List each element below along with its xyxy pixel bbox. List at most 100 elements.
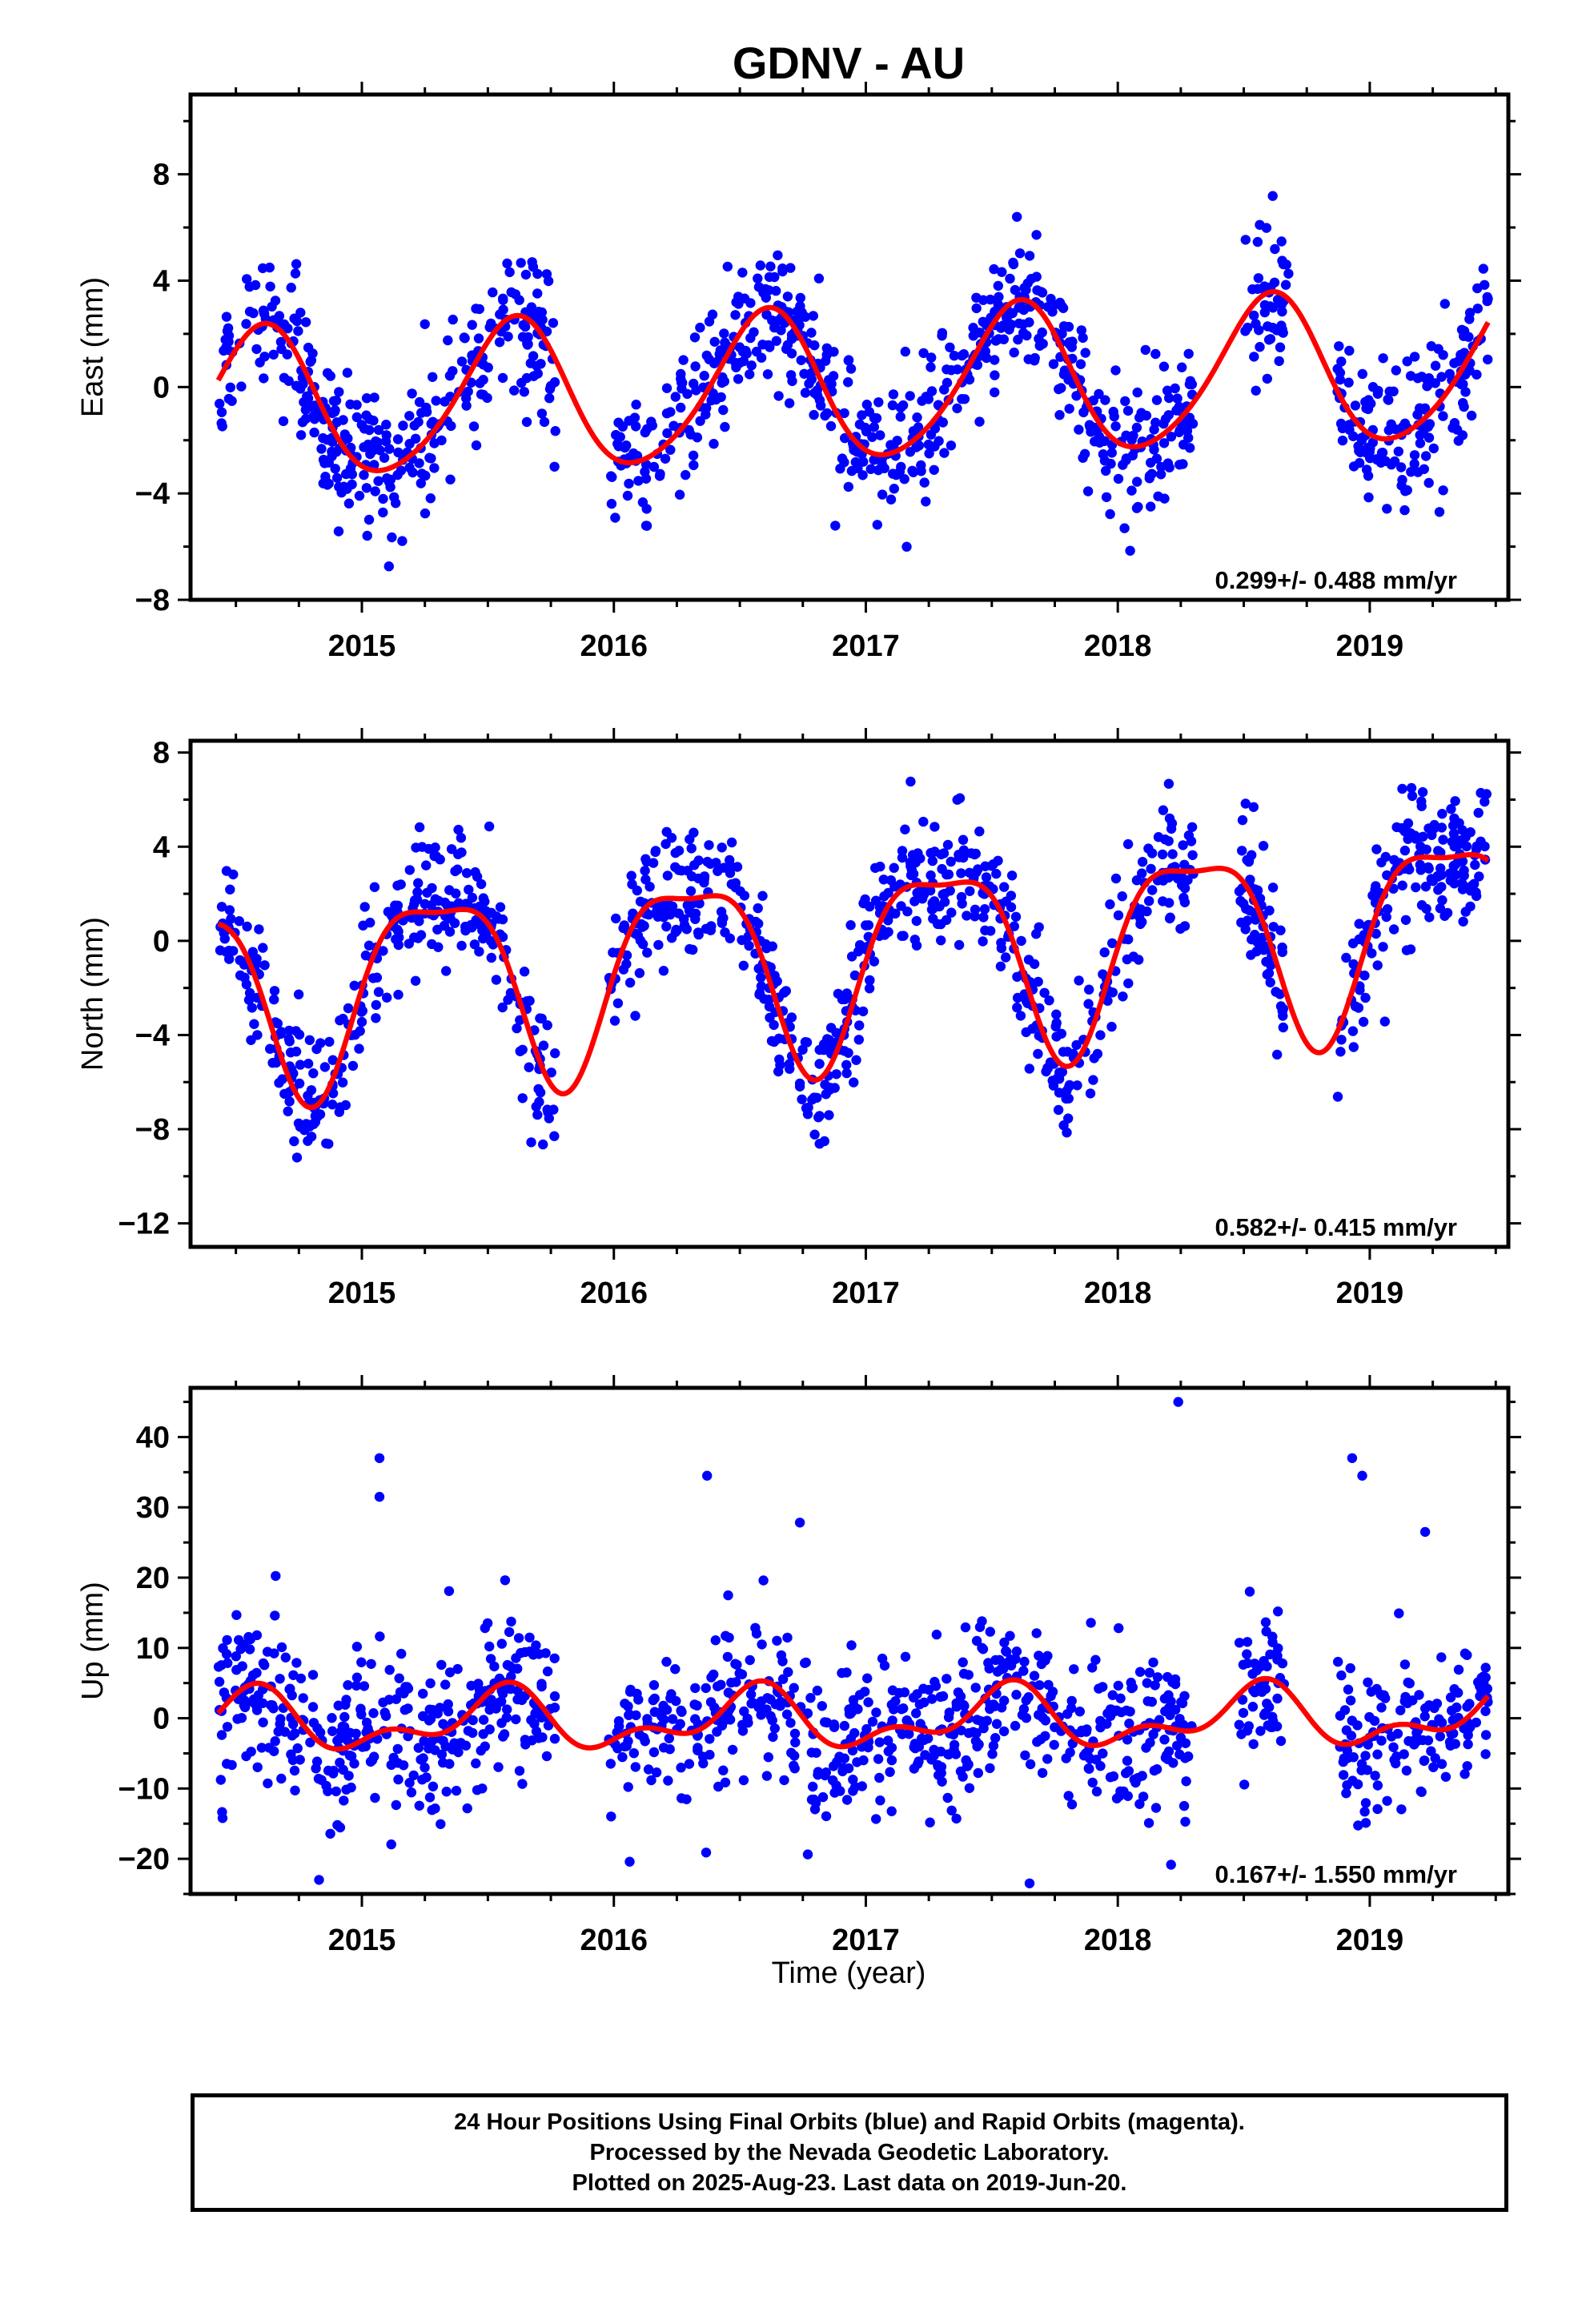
data-point <box>1062 1047 1073 1057</box>
data-point <box>802 1849 813 1860</box>
data-point <box>428 1781 439 1791</box>
data-point <box>452 864 463 875</box>
data-point <box>730 878 741 888</box>
data-point <box>950 1749 962 1759</box>
y-axis-label: East (mm) <box>76 277 110 417</box>
data-point <box>338 415 348 425</box>
data-point <box>933 1759 943 1771</box>
data-point <box>731 1677 741 1687</box>
data-point <box>339 1795 349 1806</box>
data-point <box>1360 992 1371 1003</box>
data-point <box>1106 458 1116 469</box>
y-tick-label: 20 <box>136 1562 170 1595</box>
data-point <box>923 394 934 404</box>
data-point <box>414 822 425 833</box>
data-point <box>733 299 744 309</box>
data-point <box>1372 960 1383 971</box>
data-point <box>1437 809 1447 819</box>
data-point <box>896 901 906 911</box>
data-point <box>1105 899 1115 910</box>
data-point <box>462 1803 472 1814</box>
data-point <box>356 1016 367 1027</box>
data-point <box>1162 385 1173 396</box>
data-point <box>900 1651 911 1662</box>
data-point <box>965 886 975 897</box>
data-point <box>1278 1011 1288 1021</box>
data-point <box>1341 952 1351 963</box>
data-point <box>265 281 275 292</box>
outlier-point <box>1024 1878 1035 1888</box>
data-point <box>1125 545 1135 556</box>
data-point <box>1381 911 1391 923</box>
data-point <box>909 1763 920 1774</box>
data-point <box>1376 857 1387 868</box>
data-point <box>245 1634 255 1645</box>
data-point <box>1180 1738 1191 1748</box>
data-point <box>1267 323 1278 333</box>
data-point <box>472 1785 483 1795</box>
data-point <box>1172 1740 1182 1751</box>
data-point <box>717 842 727 853</box>
data-point <box>373 476 383 486</box>
data-point <box>419 1735 429 1747</box>
data-point <box>282 349 292 360</box>
data-point <box>536 408 548 419</box>
data-point <box>1391 365 1402 376</box>
data-point <box>1447 820 1459 831</box>
data-point <box>427 1805 437 1815</box>
data-point <box>427 883 437 894</box>
outlier-point <box>314 1875 324 1885</box>
data-point <box>1436 372 1447 382</box>
data-point <box>371 1013 381 1023</box>
data-point <box>1117 891 1127 902</box>
data-point <box>879 463 889 473</box>
data-point <box>538 1139 548 1150</box>
data-point <box>949 1739 960 1750</box>
data-point <box>550 426 560 436</box>
data-point <box>339 1711 350 1723</box>
data-point <box>429 463 440 473</box>
data-point <box>484 1641 495 1652</box>
data-point <box>216 1730 227 1740</box>
data-point <box>979 904 990 915</box>
data-point <box>1033 976 1043 987</box>
data-point <box>698 1758 709 1769</box>
data-point <box>958 1657 968 1667</box>
data-point <box>852 1757 862 1767</box>
data-point <box>1271 987 1281 997</box>
data-point <box>1266 960 1276 971</box>
data-point <box>1458 869 1469 880</box>
data-point <box>1084 984 1094 995</box>
data-point <box>1436 1759 1447 1769</box>
data-point <box>809 1129 820 1140</box>
data-point <box>488 287 498 298</box>
data-point <box>1122 1735 1133 1745</box>
data-point <box>1159 1735 1170 1745</box>
data-point <box>1170 383 1180 394</box>
data-point <box>819 1136 829 1147</box>
data-point <box>1357 368 1368 380</box>
data-point <box>773 1066 784 1077</box>
data-point <box>1458 916 1468 927</box>
data-point <box>776 325 786 336</box>
data-point <box>913 848 923 858</box>
data-point <box>1163 836 1174 846</box>
data-point <box>461 400 472 411</box>
data-point <box>444 1586 455 1597</box>
data-point <box>550 1048 560 1059</box>
data-point <box>826 379 837 389</box>
data-point <box>1035 1734 1046 1745</box>
data-point <box>339 1722 350 1732</box>
data-point <box>416 468 428 479</box>
data-point <box>911 940 922 951</box>
data-point <box>355 1703 366 1714</box>
data-point <box>294 1029 305 1040</box>
data-point <box>1021 1695 1032 1706</box>
data-point <box>999 882 1010 892</box>
outlier-point <box>1173 1397 1183 1407</box>
data-point <box>222 326 233 336</box>
data-point <box>1237 814 1248 826</box>
data-point <box>1446 804 1456 814</box>
data-point <box>471 304 481 314</box>
data-point <box>1176 1697 1186 1707</box>
